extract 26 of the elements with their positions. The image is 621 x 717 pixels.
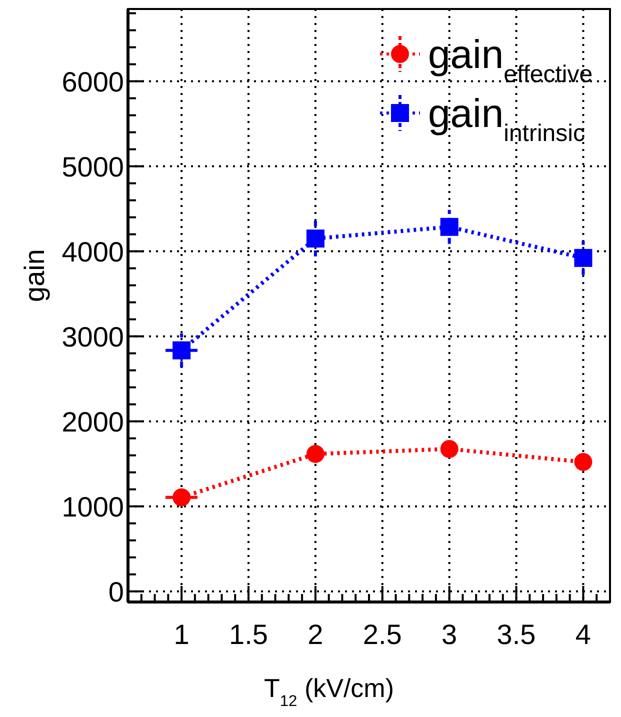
point: [306, 444, 324, 463]
x-tick-label: 3.5: [496, 619, 536, 650]
y-tick-label: 2000: [62, 406, 124, 438]
y-tick-label: 3000: [62, 321, 124, 352]
point: [440, 440, 458, 458]
x-tick-label: 2: [308, 619, 324, 650]
y-tick-label: 1000: [62, 491, 124, 522]
x-tick-label: 1: [174, 619, 190, 650]
legend-label: gain$_{effective}$: [428, 33, 593, 88]
point: [574, 452, 592, 471]
point: [172, 488, 191, 506]
x-tick-label: 4: [575, 619, 592, 650]
x-tick-label: 1.5: [229, 619, 268, 650]
point: [172, 341, 191, 360]
point: [440, 218, 458, 236]
y-tick-label: 6000: [62, 66, 124, 98]
legend-label: gain$_{intrinsic}$: [428, 92, 585, 146]
point: [306, 230, 324, 248]
y-axis-title: gain: [19, 249, 50, 302]
x-axis-title: T$_{12}$ (kV/cm): [264, 673, 394, 710]
point: [574, 248, 592, 267]
y-tick-label: 0: [108, 576, 124, 608]
x-tick-label: 3: [442, 619, 458, 650]
x-tick-label: 2.5: [362, 619, 402, 650]
y-tick-label: 5000: [62, 151, 124, 182]
y-tick-label: 4000: [62, 236, 124, 268]
